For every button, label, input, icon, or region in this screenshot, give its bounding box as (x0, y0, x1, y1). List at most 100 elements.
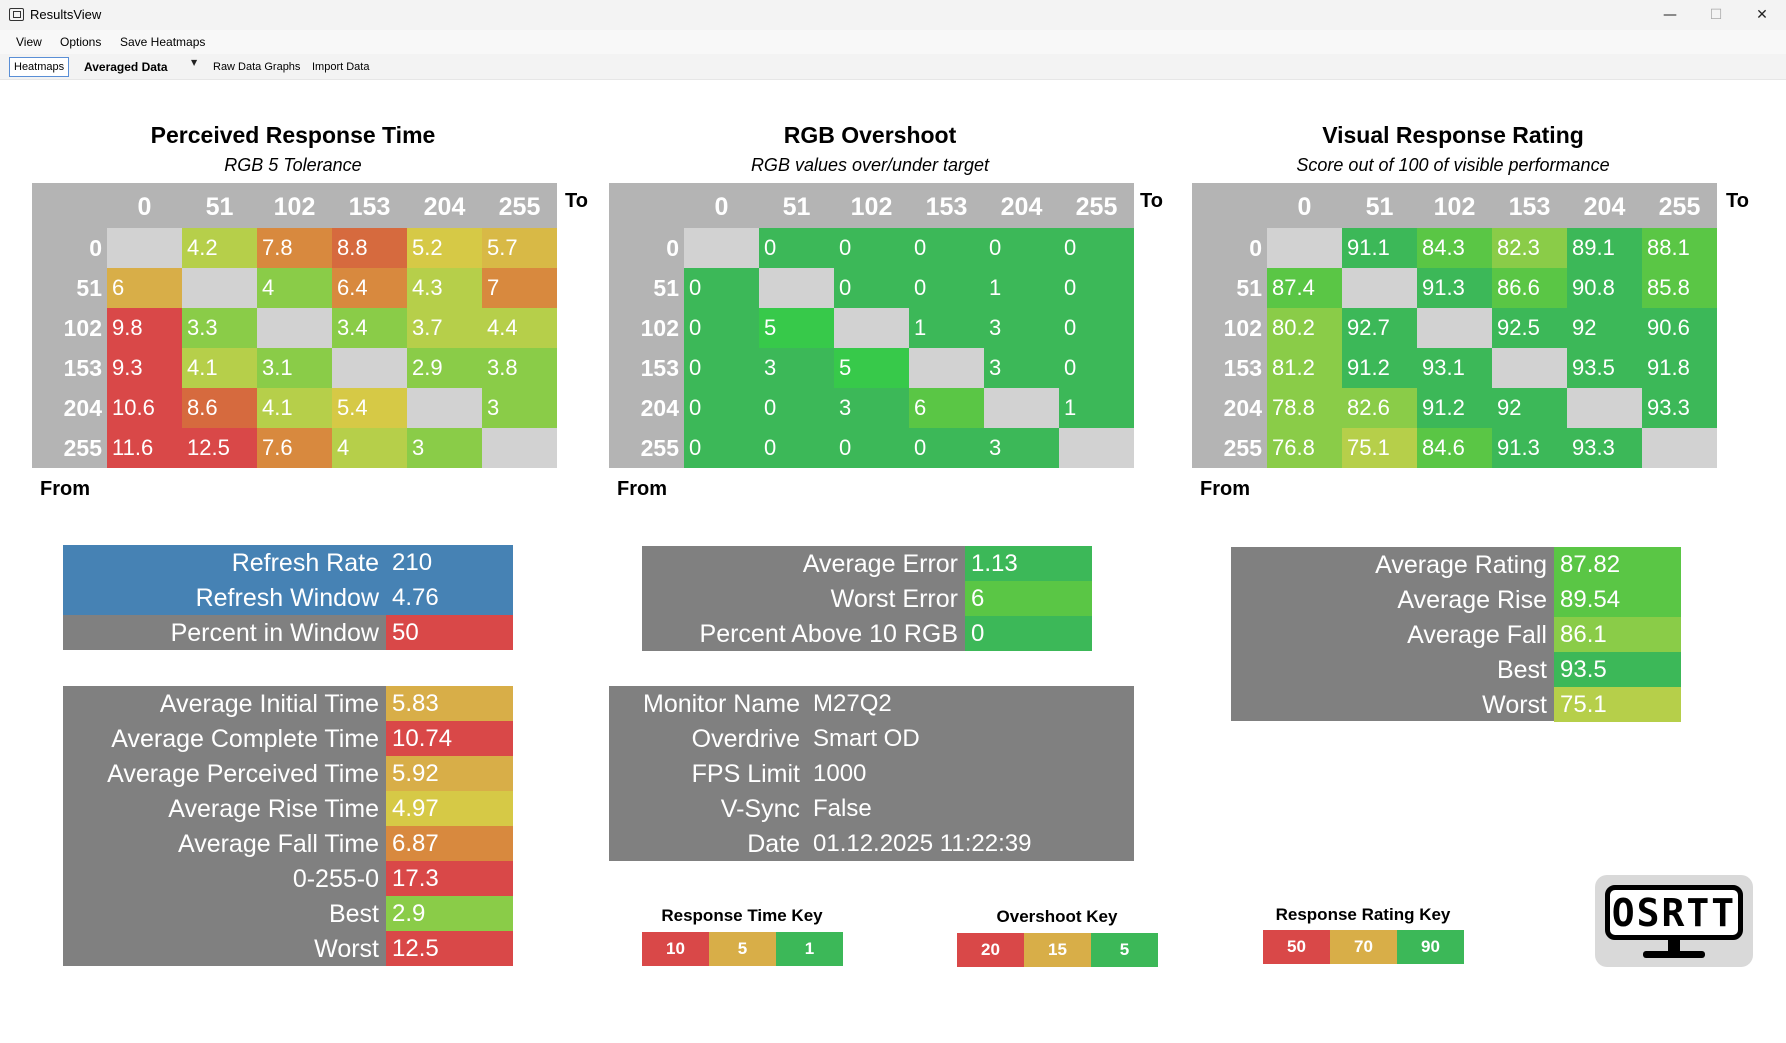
heatmap-cell: 0 (1059, 228, 1134, 268)
stat-value: 10.74 (386, 721, 513, 756)
overshoot-from-label: From (617, 478, 667, 500)
heatmap-cell: 3 (984, 308, 1059, 348)
stat-label: Worst (1482, 691, 1547, 719)
stat-value: False (813, 795, 872, 822)
heatmap-cell: 3.3 (182, 308, 257, 348)
perceived-response-heatmap: 0 51 102 153 204 255 0 51 102 153 204 255 4.2 7.8 8.8 5… (32, 183, 557, 468)
heatmap-cell: 0 (834, 428, 909, 468)
minimize-icon[interactable]: — (1663, 7, 1677, 23)
stat-row: Worst 12.5 (63, 931, 513, 966)
heatmap-cell: 80.2 (1267, 308, 1342, 348)
heatmap-cell: 91.2 (1342, 348, 1417, 388)
close-icon[interactable]: ✕ (1756, 7, 1768, 23)
stat-label: Refresh Window (195, 584, 379, 612)
heatmap-cell (107, 228, 182, 268)
rating-to-label: To (1726, 190, 1749, 212)
heatmap-cell: 3 (759, 348, 834, 388)
heatmap-cell: 91.1 (1342, 228, 1417, 268)
heatmap-cell (909, 348, 984, 388)
from-header-0: 0 (1249, 235, 1262, 261)
stat-label: Worst Error (830, 585, 958, 613)
heatmap-cell: 93.3 (1642, 388, 1717, 428)
key-swatch: 5 (1091, 933, 1158, 967)
overshoot-heatmap-subtitle: RGB values over/under target (750, 155, 990, 175)
stat-label: FPS Limit (691, 760, 800, 788)
key-swatch: 10 (642, 932, 709, 966)
heatmap-cell: 0 (759, 388, 834, 428)
response-time-stats-table: Average Initial Time 5.83 Average Complete… (63, 686, 513, 966)
stat-row: Average Rating 87.82 (1231, 547, 1681, 582)
heatmap-cell: 76.8 (1267, 428, 1342, 468)
heatmap-cell: 6.4 (332, 268, 407, 308)
menu-view[interactable]: View (16, 35, 42, 49)
heatmap-cell: 89.1 (1567, 228, 1642, 268)
stat-value: 1000 (813, 760, 867, 787)
from-header-255: 255 (1223, 435, 1262, 461)
logo-neck (1668, 940, 1680, 952)
heatmap-cell: 8.6 (182, 388, 257, 428)
rating-heatmap-title: Visual Response Rating (1322, 122, 1584, 148)
heatmap-cell: 9.8 (107, 308, 182, 348)
data-mode-dropdown[interactable]: Averaged Data (84, 60, 168, 74)
heatmap-cell: 78.8 (1267, 388, 1342, 428)
menu-save-heatmaps[interactable]: Save Heatmaps (120, 35, 206, 49)
heatmap-cell: 4.1 (257, 388, 332, 428)
to-header-153: 153 (348, 193, 391, 221)
stat-value: 17.3 (386, 861, 513, 896)
chevron-down-icon[interactable]: ▼ (191, 58, 198, 67)
heatmap-cell (1267, 228, 1342, 268)
to-header-255: 255 (498, 193, 541, 221)
from-header-153: 153 (63, 355, 102, 381)
heatmap-cell: 5.4 (332, 388, 407, 428)
from-header-204: 204 (1223, 395, 1262, 421)
stat-label: V-Sync (720, 795, 800, 823)
heatmap-cell: 11.6 (107, 428, 182, 468)
stat-label: Best (328, 900, 379, 928)
rating-heatmap-subtitle: Score out of 100 of visible performance (1296, 155, 1610, 175)
heatmap-cell: 75.1 (1342, 428, 1417, 468)
stat-row: V-Sync False (609, 791, 1134, 826)
heatmap-cell: 2.9 (407, 348, 482, 388)
heatmap-cell: 0 (1059, 308, 1134, 348)
heatmaps-tab-button[interactable]: Heatmaps (9, 57, 70, 77)
logo-text: OSRTT (1611, 891, 1737, 935)
heatmap-cell: 3 (482, 388, 557, 428)
logo-screen: OSRTT (1605, 885, 1743, 940)
stat-value: 4.76 (392, 584, 439, 611)
rating-stats-table: Average Rating 87.82 Average Rise 89.54 Aver… (1231, 547, 1681, 722)
heatmap-cell: 7.6 (257, 428, 332, 468)
heatmap-cell: 6 (909, 388, 984, 428)
from-header-51: 51 (653, 275, 679, 301)
stat-label: Date (747, 830, 800, 858)
to-header-204: 204 (423, 193, 466, 221)
maximize-icon[interactable]: ☐ (1709, 7, 1723, 23)
heatmap-cell: 3 (834, 388, 909, 428)
stat-value: 50 (386, 615, 513, 650)
stat-label: Average Error (802, 550, 958, 578)
monitor-info-table: Monitor Name M27Q2 Overdrive Smart OD FPS Li… (609, 686, 1134, 861)
heatmap-cell (1059, 428, 1134, 468)
heatmap-cell: 0 (684, 428, 759, 468)
heatmap-cell: 0 (909, 268, 984, 308)
from-header-51: 51 (76, 275, 102, 301)
stat-label: Percent in Window (170, 619, 379, 647)
window-title: ResultsView (30, 7, 102, 22)
import-data-button[interactable]: Import Data (312, 61, 370, 73)
to-header-102: 102 (1433, 193, 1476, 221)
heatmap-cell: 0 (984, 228, 1059, 268)
heatmap-cell: 4.2 (182, 228, 257, 268)
menu-options[interactable]: Options (60, 35, 102, 49)
stat-row: Date 01.12.2025 11:22:39 (609, 826, 1134, 861)
heatmap-cell: 84.3 (1417, 228, 1492, 268)
heatmap-cell: 93.5 (1567, 348, 1642, 388)
stat-value: M27Q2 (813, 690, 892, 717)
stat-value: 210 (392, 549, 433, 576)
monitor-logo-icon: OSRTT (1595, 875, 1753, 967)
from-header-102: 102 (63, 315, 102, 341)
heatmap-cell: 0 (834, 268, 909, 308)
overshoot-heatmap-title: RGB Overshoot (783, 122, 957, 148)
raw-data-graphs-button[interactable]: Raw Data Graphs (213, 61, 301, 73)
stat-label: Monitor Name (643, 690, 800, 718)
refresh-stats-table: Refresh Rate 210 Refresh Window 4.76 Percent… (63, 545, 513, 650)
heatmap-cell: 87.4 (1267, 268, 1342, 308)
